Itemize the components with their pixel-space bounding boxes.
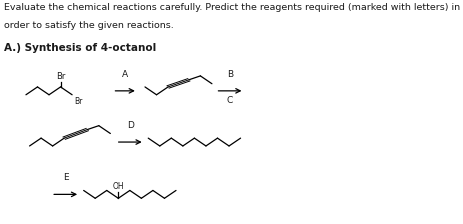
Text: C: C — [227, 96, 233, 106]
Text: A: A — [122, 70, 128, 79]
Text: Br: Br — [56, 72, 65, 81]
Text: B: B — [227, 70, 233, 79]
Text: Br: Br — [74, 97, 82, 106]
Text: E: E — [63, 173, 69, 182]
Text: OH: OH — [113, 182, 124, 191]
Text: D: D — [127, 121, 134, 130]
Text: A.) Synthesis of 4-octanol: A.) Synthesis of 4-octanol — [4, 43, 156, 53]
Text: order to satisfy the given reactions.: order to satisfy the given reactions. — [4, 21, 174, 30]
Text: Evaluate the chemical reactions carefully. Predict the reagents required (marked: Evaluate the chemical reactions carefull… — [4, 3, 460, 12]
